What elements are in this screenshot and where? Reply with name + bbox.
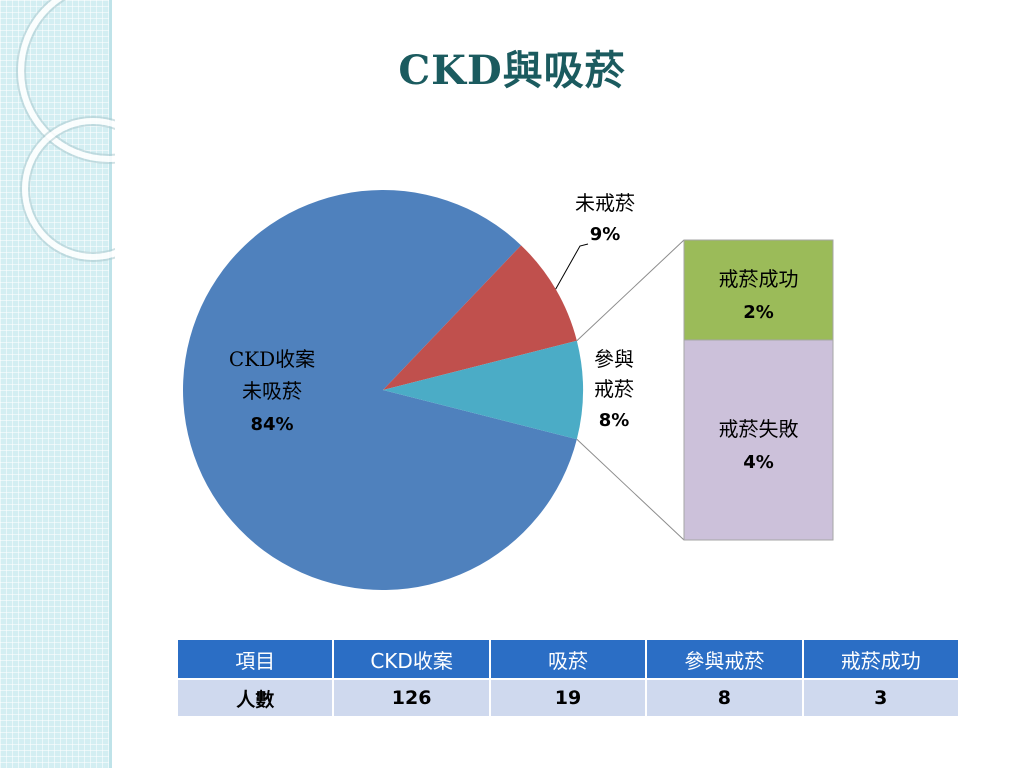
connector-lines [555,239,685,541]
slice-label: 戒菸 [594,377,634,401]
bar-segment [683,239,834,341]
bar-segment-percent: 2% [743,302,774,323]
table-header: 戒菸成功 [803,640,958,678]
pie-chart [182,190,583,591]
stacked-bar [683,239,834,541]
pie-slice [383,245,577,390]
bar-segment-label: 戒菸成功 [719,267,799,291]
connector-line [576,438,685,541]
pie-slice [182,190,577,591]
slice-percent: 8% [599,410,630,431]
pie-slice [383,340,583,440]
table-header: 吸菸 [490,640,646,678]
table-cell: 3 [803,680,958,716]
table-header-row: 項目 CKD收案 吸菸 參與戒菸 戒菸成功 [178,640,958,678]
bar-segment-percent: 4% [743,452,774,473]
table-header: 參與戒菸 [647,640,802,678]
bar-segment-label: 戒菸失敗 [719,417,799,441]
table-cell: 126 [334,680,489,716]
bar-segment [683,339,834,541]
ring-cover [115,0,235,300]
slice-percent: 9% [590,224,621,245]
table-cell: 人數 [178,680,333,716]
slice-label: 未吸菸 [242,379,302,403]
slice-label: 參與 [594,347,634,371]
slice-label: CKD收案 [229,347,315,371]
connector-line [576,239,685,342]
slide-title: CKD與吸菸 [398,47,626,94]
table-row: 人數 126 19 8 3 [178,680,958,716]
data-table: 項目 CKD收案 吸菸 參與戒菸 戒菸成功 人數 126 19 8 3 [176,638,960,718]
slice-percent: 84% [250,414,293,435]
table-cell: 8 [647,680,802,716]
table-cell: 19 [490,680,646,716]
leader-line [555,243,589,290]
slice-label: 未戒菸 [575,191,635,215]
table-header: 項目 [178,640,333,678]
table-header: CKD收案 [334,640,489,678]
